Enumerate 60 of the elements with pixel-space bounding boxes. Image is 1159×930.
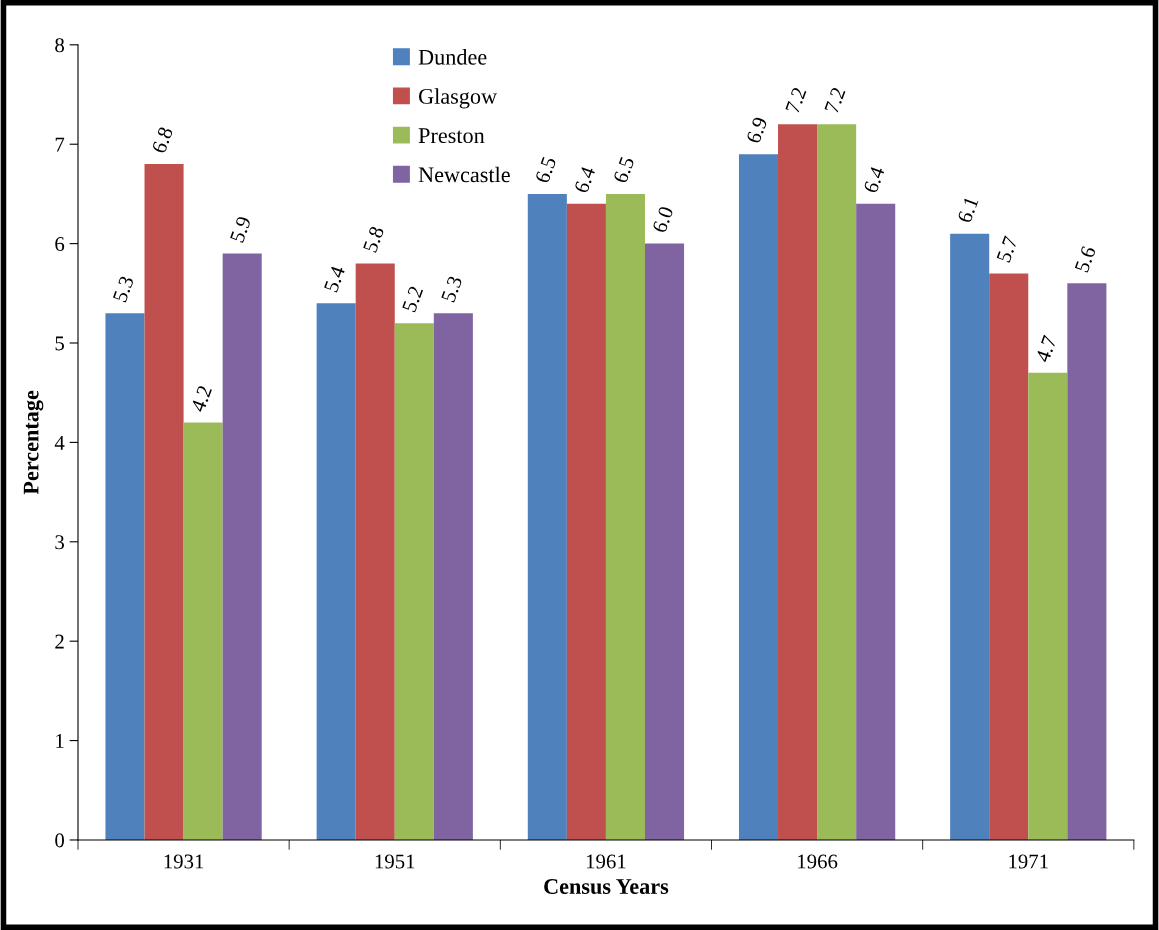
x-tick-label: 1961	[586, 854, 626, 869]
bar	[644, 243, 685, 840]
x-tick-label: 1971	[1009, 854, 1048, 869]
data-label: 6.4	[863, 165, 886, 194]
y-tick-label: 1	[56, 734, 64, 748]
data-label: 5.9	[229, 215, 252, 244]
bar	[316, 303, 356, 840]
bar	[817, 124, 857, 840]
bar	[105, 313, 145, 840]
y-tick-label: 0	[55, 833, 65, 848]
x-tick-label: 1931	[164, 854, 204, 869]
y-tick-label: 2	[55, 634, 64, 649]
bar	[605, 193, 645, 840]
y-tick-label: 7	[55, 137, 65, 152]
bar	[1067, 283, 1107, 840]
data-label: 5.7	[996, 235, 1018, 263]
bar	[950, 233, 990, 840]
data-label: 4.2	[190, 384, 213, 413]
bar	[989, 273, 1029, 840]
y-tick-label: 8	[55, 38, 65, 53]
data-label: 6.5	[534, 156, 557, 184]
data-label: 5.4	[323, 264, 346, 293]
bar	[394, 323, 434, 840]
data-label: 5.3	[441, 275, 463, 303]
bar	[527, 193, 567, 840]
data-label: 6.4	[573, 165, 596, 194]
y-tick-label: 3	[55, 535, 64, 550]
bar	[433, 313, 473, 840]
x-axis-title: Census Years	[544, 879, 669, 894]
data-label: 7.2	[785, 86, 807, 114]
bar	[1028, 372, 1068, 840]
data-label: 6.0	[652, 205, 674, 234]
y-tick-label: 4	[54, 435, 65, 450]
bar	[183, 422, 223, 840]
data-label: 5.8	[362, 225, 385, 253]
x-tick-label: 1966	[798, 854, 838, 869]
data-label: 5.2	[401, 285, 424, 313]
data-label: 5.6	[1074, 245, 1097, 273]
legend-label: Newcastle	[418, 166, 510, 183]
bar	[566, 203, 606, 840]
data-label: 6.5	[613, 156, 635, 184]
legend-label: Preston	[418, 128, 485, 144]
bar	[222, 253, 262, 840]
legend-label: Glasgow	[419, 88, 497, 109]
bar	[144, 164, 184, 840]
bar	[738, 154, 779, 840]
data-label: 5.3	[112, 275, 135, 303]
data-label: 6.8	[151, 126, 174, 154]
y-axis-title: Percentage	[23, 390, 44, 495]
data-label: 6.1	[957, 196, 979, 224]
bar	[778, 124, 818, 840]
data-label: 7.2	[824, 86, 846, 114]
legend-label: Dundee	[418, 49, 487, 65]
data-label: 6.9	[746, 116, 768, 144]
x-tick-label: 1951	[375, 854, 415, 869]
bar	[856, 203, 896, 840]
data-label: 4.7	[1035, 334, 1058, 364]
bar	[355, 263, 395, 840]
y-tick-label: 6	[55, 237, 65, 252]
y-tick-label: 5	[55, 336, 64, 351]
